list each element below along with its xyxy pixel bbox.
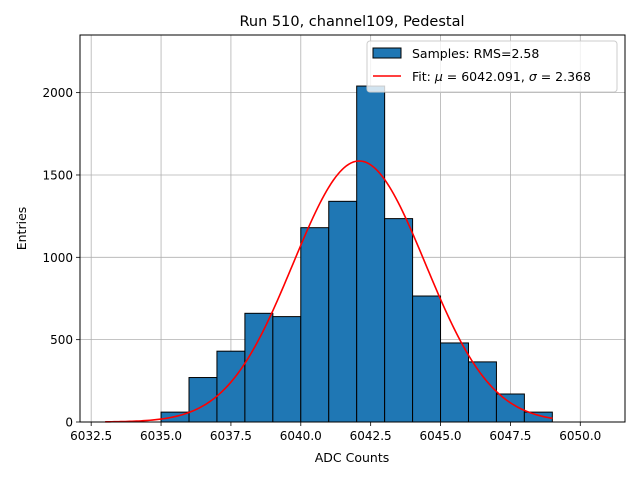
histogram-bar bbox=[440, 342, 469, 423]
y-tick-label: 1000 bbox=[42, 251, 73, 265]
plot-frame bbox=[79, 34, 626, 423]
y-axis-label: Entries bbox=[14, 207, 29, 251]
y-tick-label: 2000 bbox=[42, 86, 73, 100]
histogram-bar bbox=[244, 312, 274, 423]
y-tick-label: 500 bbox=[50, 333, 73, 347]
x-tick-label: 6032.5 bbox=[70, 429, 112, 443]
histogram-bar bbox=[412, 295, 442, 423]
legend-swatch-samples bbox=[372, 47, 402, 59]
x-tick-label: 6040.0 bbox=[280, 429, 322, 443]
histogram-bar bbox=[384, 218, 414, 423]
legend: Samples: RMS=2.58 Fit: μ = 6042.091, σ =… bbox=[366, 40, 618, 93]
y-axis-ticks: 0 500 1000 1500 2000 bbox=[42, 86, 80, 430]
histogram-bar bbox=[300, 227, 330, 423]
histogram-bar bbox=[356, 85, 386, 423]
legend-box bbox=[366, 40, 618, 93]
legend-fit-prefix: Fit: bbox=[412, 69, 435, 84]
histogram-bars bbox=[160, 85, 553, 423]
histogram-bar bbox=[272, 316, 302, 423]
histogram-bar bbox=[467, 361, 497, 423]
histogram-bar bbox=[216, 350, 246, 423]
x-tick-label: 6035.0 bbox=[140, 429, 182, 443]
x-tick-label: 6045.0 bbox=[420, 429, 462, 443]
y-tick-label: 0 bbox=[65, 416, 73, 430]
legend-fit-mu-value: = 6042.091, bbox=[443, 69, 529, 84]
legend-fit-mu-symbol: μ bbox=[434, 69, 443, 84]
chart-title: Run 510, channel109, Pedestal bbox=[239, 14, 464, 30]
histogram-bar bbox=[328, 200, 358, 423]
x-tick-label: 6047.5 bbox=[489, 429, 531, 443]
x-tick-label: 6037.5 bbox=[210, 429, 252, 443]
y-tick-label: 1500 bbox=[42, 168, 73, 182]
legend-fit-sigma-value: = 2.368 bbox=[537, 69, 591, 84]
legend-label-fit: Fit: μ = 6042.091, σ = 2.368 bbox=[412, 69, 591, 84]
x-tick-label: 6042.5 bbox=[350, 429, 392, 443]
legend-label-samples: Samples: RMS=2.58 bbox=[412, 46, 539, 61]
x-axis-label: ADC Counts bbox=[315, 450, 390, 465]
fit-curve bbox=[105, 160, 553, 423]
x-tick-label: 6050.0 bbox=[559, 429, 601, 443]
legend-fit-sigma-symbol: σ bbox=[529, 69, 538, 84]
x-axis-ticks: 6032.5 6035.0 6037.5 6040.0 6042.5 6045.0 6047… bbox=[70, 422, 601, 443]
